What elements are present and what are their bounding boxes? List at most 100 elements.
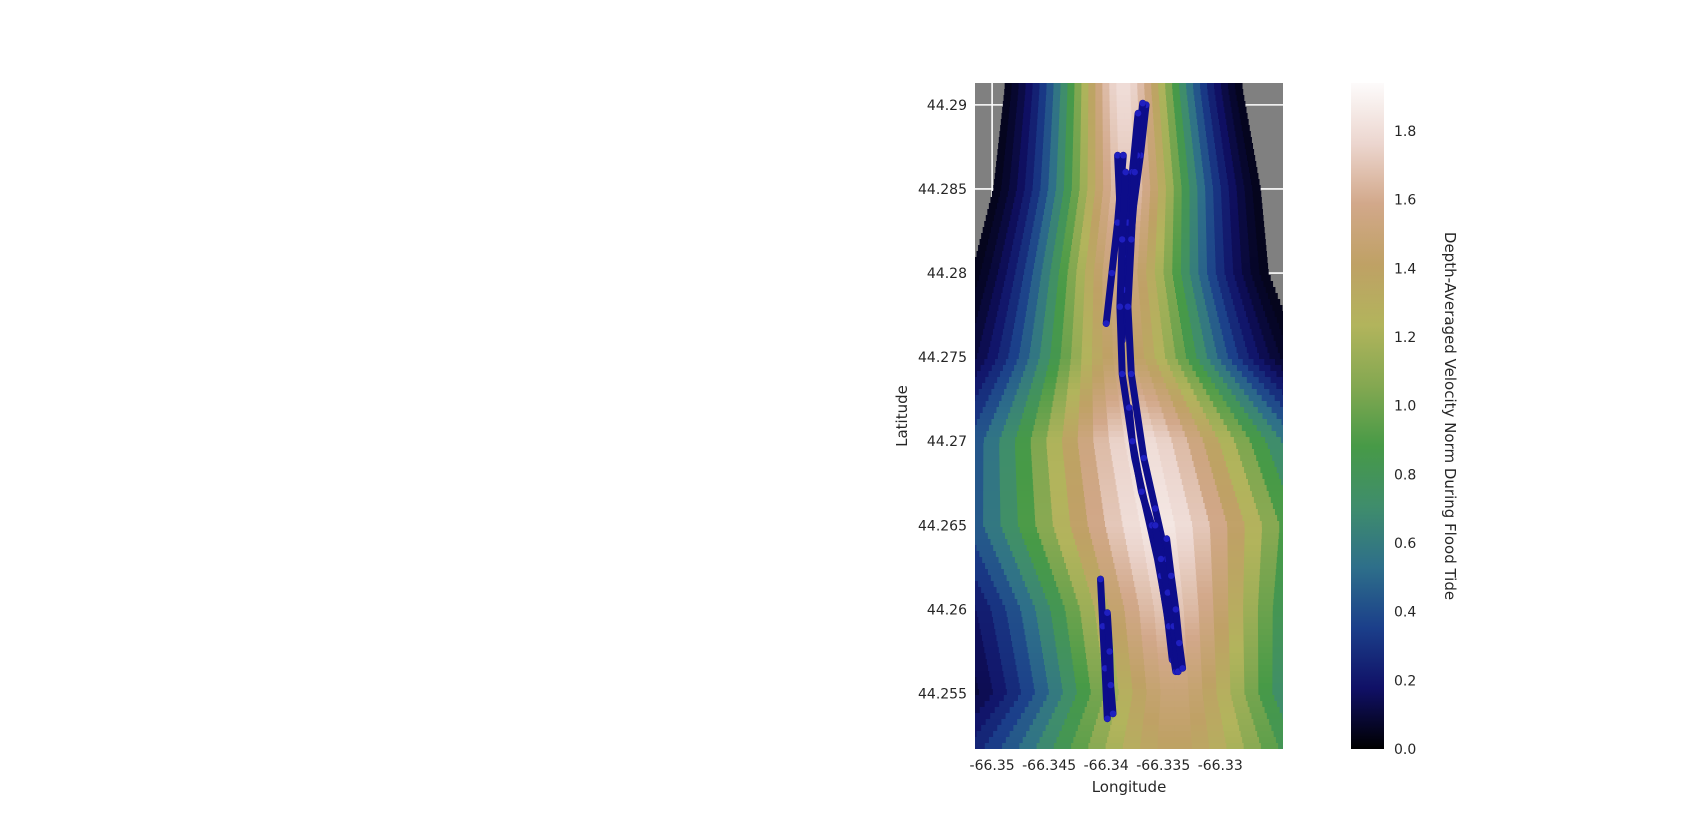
velocity-cell: [1011, 335, 1023, 342]
velocity-cell: [1250, 263, 1260, 270]
velocity-cell: [1009, 179, 1019, 186]
velocity-cell: [1016, 263, 1026, 270]
velocity-cell: [1186, 83, 1194, 90]
velocity-cell: [1320, 725, 1337, 732]
velocity-cell: [1043, 257, 1053, 264]
velocity-cell: [1097, 233, 1107, 240]
velocity-cell: [863, 509, 881, 516]
velocity-cell: [1275, 737, 1283, 744]
velocity-cell: [1127, 719, 1144, 726]
velocity-cell: [1157, 653, 1173, 660]
velocity-cell: [1246, 347, 1258, 354]
y-axis-label: Latitude: [893, 385, 911, 447]
velocity-cell: [1195, 167, 1204, 174]
velocity-cell: [1140, 743, 1158, 749]
velocity-cell: [1274, 587, 1283, 594]
velocity-cell: [1084, 275, 1095, 282]
velocity-cell: [1095, 155, 1104, 162]
velocity-cell: [1137, 95, 1146, 102]
velocity-cell: [1267, 347, 1279, 354]
velocity-cell: [869, 467, 886, 474]
velocity-cell: [1240, 161, 1249, 168]
velocity-cell: [941, 407, 955, 414]
velocity-cell: [1243, 635, 1259, 642]
velocity-cell: [1016, 485, 1034, 492]
velocity-cell: [1199, 485, 1218, 492]
velocity-cell: [1189, 701, 1205, 708]
velocity-cell: [975, 581, 979, 588]
velocity-cell: [1003, 167, 1012, 174]
velocity-cell: [1027, 209, 1037, 216]
velocity-cell: [1321, 587, 1337, 594]
velocity-cell: [1213, 605, 1229, 612]
velocity-cell: [1260, 695, 1275, 702]
velocity-cell: [1077, 725, 1095, 732]
velocity-cell: [1244, 521, 1263, 528]
velocity-cell: [881, 743, 899, 750]
velocity-cell: [1072, 323, 1084, 330]
velocity-cell: [923, 413, 938, 420]
velocity-cell: [1092, 383, 1106, 390]
velocity-cell: [1239, 233, 1249, 240]
velocity-cell: [1107, 419, 1123, 426]
velocity-cell: [1046, 443, 1063, 450]
velocity-cell: [1161, 323, 1172, 330]
velocity-cell: [1031, 95, 1040, 102]
velocity-cell: [1184, 371, 1197, 378]
transect-point: [1168, 572, 1175, 579]
velocity-cell: [982, 293, 993, 300]
velocity-cell: [950, 587, 966, 594]
velocity-cell: [1023, 323, 1035, 330]
velocity-cell: [1208, 455, 1225, 462]
velocity-cell: [1073, 665, 1089, 672]
velocity-cell: [1150, 317, 1162, 324]
velocity-cell: [1232, 299, 1243, 306]
velocity-cell: [1237, 143, 1246, 150]
y-tick-label: 44.275: [918, 350, 967, 366]
velocity-cell: [1058, 221, 1067, 228]
velocity-cell: [1172, 173, 1182, 180]
velocity-cell: [1286, 677, 1301, 684]
velocity-cell: [1315, 665, 1330, 672]
velocity-cell: [987, 209, 997, 216]
velocity-cell: [938, 635, 953, 642]
velocity-cell: [1043, 383, 1057, 390]
velocity-cell: [1221, 209, 1231, 216]
velocity-cell: [1073, 311, 1084, 318]
velocity-cell: [983, 455, 1000, 462]
velocity-cell: [1065, 299, 1076, 306]
velocity-cell: [1223, 251, 1233, 258]
velocity-cell: [1215, 659, 1231, 666]
velocity-cell: [982, 263, 992, 270]
velocity-cell: [1287, 425, 1302, 432]
velocity-cell: [1172, 83, 1180, 90]
velocity-cell: [1223, 419, 1239, 426]
velocity-cell: [1131, 677, 1147, 684]
velocity-cell: [1313, 713, 1329, 720]
velocity-cell: [1418, 527, 1436, 534]
velocity-cell: [975, 527, 986, 534]
velocity-cell: [1051, 503, 1069, 510]
velocity-cell: [997, 269, 1008, 276]
velocity-cell: [1311, 545, 1328, 552]
velocity-cell: [1134, 407, 1149, 414]
velocity-cell: [1066, 395, 1081, 402]
velocity-cell: [989, 233, 999, 240]
velocity-cell: [1110, 449, 1128, 456]
velocity-cell: [904, 449, 921, 456]
velocity-cell: [1233, 437, 1251, 444]
velocity-cell: [931, 371, 943, 378]
velocity-cell: [1222, 221, 1232, 228]
velocity-cell: [1202, 683, 1217, 690]
velocity-cell: [1270, 377, 1283, 384]
velocity-cell: [1080, 161, 1089, 168]
velocity-cell: [1150, 311, 1161, 318]
velocity-cell: [1174, 695, 1190, 702]
velocity-cell: [1406, 497, 1424, 504]
velocity-cell: [1227, 569, 1245, 576]
velocity-cell: [1034, 509, 1053, 516]
velocity-cell: [1159, 671, 1174, 678]
velocity-cell: [1258, 377, 1272, 384]
velocity-cell: [1019, 347, 1031, 354]
velocity-cell: [1091, 359, 1104, 366]
